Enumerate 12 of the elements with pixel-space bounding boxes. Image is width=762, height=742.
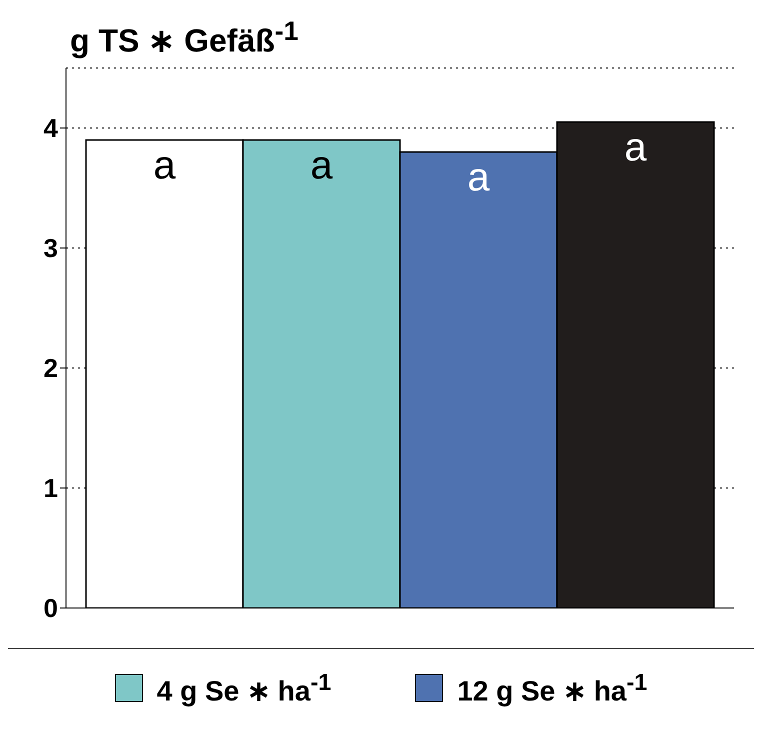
y-axis-title: g TS ∗ Gefäß$^{-1}$ bbox=[70, 16, 298, 60]
annotation: a bbox=[153, 143, 176, 188]
y-tick-label: 4 bbox=[44, 113, 59, 144]
legend-label: 4 g Se ∗ ha$^{-1}$ bbox=[156, 669, 332, 708]
annotation: a bbox=[467, 155, 490, 200]
y-tick-label: 2 bbox=[44, 353, 58, 384]
y-tick-label: 3 bbox=[44, 233, 58, 264]
annotation: a bbox=[310, 143, 334, 188]
annotation: a bbox=[624, 125, 648, 170]
legend-label: 12 g Se ∗ ha$^{-1}$ bbox=[457, 669, 648, 708]
y-tick-label: 1 bbox=[44, 473, 58, 504]
y-tick-label: 0 bbox=[44, 593, 58, 624]
